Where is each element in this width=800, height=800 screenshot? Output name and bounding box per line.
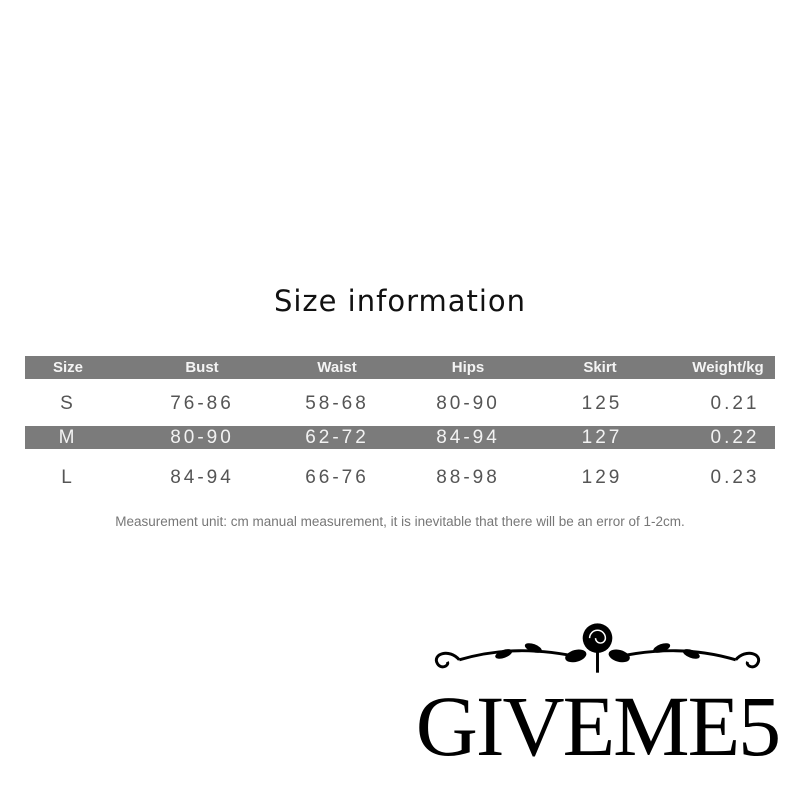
logo-text: GIVEME5 bbox=[415, 678, 781, 774]
rose-ornament-icon bbox=[434, 623, 761, 673]
brand-logo: GIVEME5 bbox=[400, 618, 795, 788]
measurement-note: Measurement unit: cm manual measurement,… bbox=[115, 514, 685, 529]
page-title: Size information bbox=[273, 284, 527, 318]
cell-waist: 58-68 bbox=[305, 392, 369, 414]
table-row: L 84-94 66-76 88-98 129 0.23 bbox=[25, 466, 775, 489]
table-row: S 76-86 58-68 80-90 125 0.21 bbox=[25, 392, 775, 415]
cell-waist: 62-72 bbox=[305, 426, 369, 448]
header-weight: Weight/kg bbox=[692, 359, 764, 376]
header-size: Size bbox=[52, 359, 84, 376]
cell-skirt: 127 bbox=[581, 426, 623, 448]
cell-weight: 0.23 bbox=[710, 466, 760, 488]
cell-hips: 88-98 bbox=[436, 466, 500, 488]
cell-size: M bbox=[58, 426, 78, 448]
header-bust: Bust bbox=[185, 359, 219, 376]
cell-skirt: 129 bbox=[581, 466, 623, 488]
cell-hips: 80-90 bbox=[436, 392, 500, 414]
cell-size: S bbox=[60, 392, 76, 414]
header-waist: Waist bbox=[317, 359, 357, 376]
table-row: M 80-90 62-72 84-94 127 0.22 bbox=[25, 426, 775, 449]
table-header: Size Bust Waist Hips Skirt Weight/kg bbox=[25, 356, 775, 379]
cell-size: L bbox=[61, 466, 75, 488]
cell-bust: 76-86 bbox=[170, 392, 234, 414]
cell-hips: 84-94 bbox=[436, 426, 500, 448]
cell-skirt: 125 bbox=[581, 392, 623, 414]
header-skirt: Skirt bbox=[583, 359, 617, 376]
cell-weight: 0.21 bbox=[710, 392, 760, 414]
cell-bust: 84-94 bbox=[170, 466, 234, 488]
cell-bust: 80-90 bbox=[170, 426, 234, 448]
cell-weight: 0.22 bbox=[710, 426, 760, 448]
cell-waist: 66-76 bbox=[305, 466, 369, 488]
header-hips: Hips bbox=[451, 359, 485, 376]
